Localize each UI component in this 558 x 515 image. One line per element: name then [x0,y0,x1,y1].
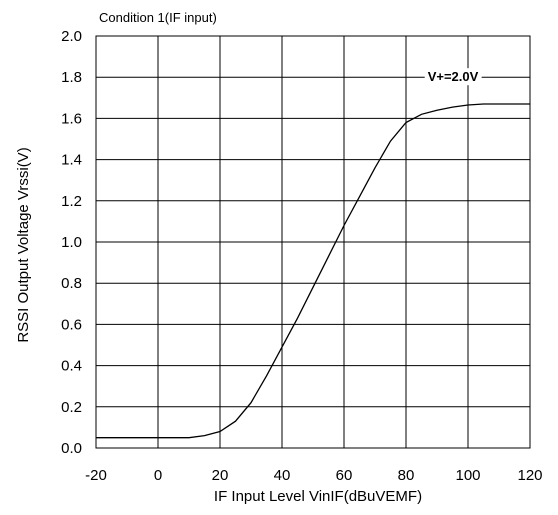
x-tick-label: 20 [212,467,229,484]
tick-labels: -20 0 20 40 60 80 100 120 0.0 0.2 0.4 0.6 0.8 1.0 1.2 1… [61,28,542,484]
y-tick-label: 0.6 [61,316,82,333]
chart-title: Condition 1(IF input) [99,10,217,25]
x-tick-label: 100 [455,467,480,484]
chart-grid [95,35,531,449]
x-tick-label: 80 [398,467,415,484]
voltage-annotation: V+=2.0V [428,69,479,84]
x-axis-label: IF Input Level VinIF(dBuVEMF) [214,488,422,505]
x-tick-label: 0 [154,467,162,484]
y-tick-label: 1.4 [61,152,82,169]
y-tick-label: 1.0 [61,234,82,251]
x-tick-label: 40 [274,467,291,484]
annotation-background [424,68,482,86]
y-tick-label: 2.0 [61,28,82,45]
x-tick-label: 120 [517,467,542,484]
y-tick-label: 0.0 [61,440,82,457]
y-tick-label: 0.4 [61,358,82,375]
x-tick-label: 60 [336,467,353,484]
plot-area-frame [95,35,531,449]
y-tick-label: 1.8 [61,69,82,86]
y-axis-label: RSSI Output Voltage Vrssi(V) [15,147,32,342]
y-tick-label: 1.2 [61,193,82,210]
y-tick-label: 0.2 [61,399,82,416]
series-line [96,103,530,439]
y-tick-label: 1.6 [61,110,82,127]
x-tick-label: -20 [85,467,107,484]
y-tick-label: 0.8 [61,275,82,292]
